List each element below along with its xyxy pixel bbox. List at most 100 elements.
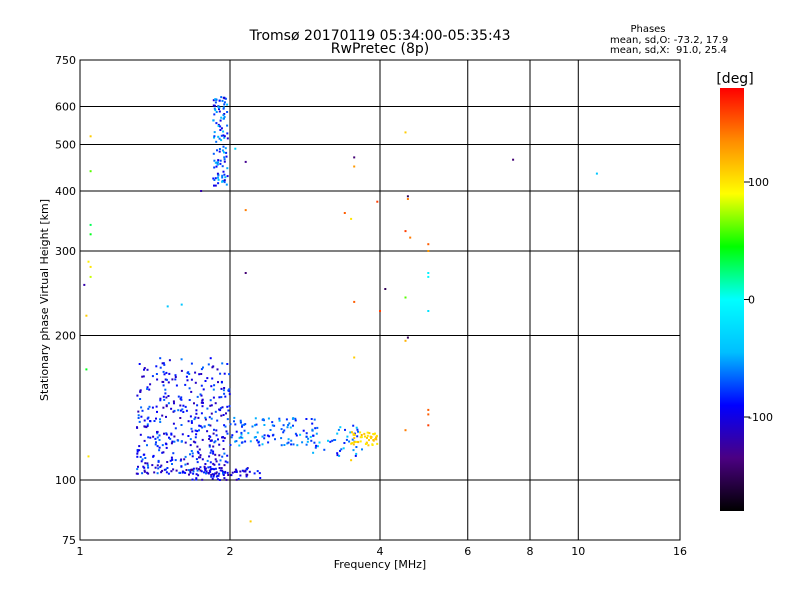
data-point bbox=[290, 443, 293, 446]
data-point bbox=[512, 158, 515, 161]
data-point bbox=[215, 471, 218, 474]
data-point bbox=[331, 439, 334, 442]
data-point bbox=[220, 467, 223, 470]
data-point bbox=[353, 432, 356, 435]
data-point bbox=[353, 165, 356, 168]
data-point bbox=[154, 466, 157, 469]
data-point bbox=[221, 176, 224, 179]
data-point bbox=[155, 417, 157, 420]
data-point bbox=[223, 135, 226, 138]
data-point bbox=[182, 471, 185, 474]
data-point bbox=[163, 432, 165, 435]
data-point bbox=[230, 436, 233, 439]
data-point bbox=[169, 459, 172, 462]
data-point bbox=[212, 152, 215, 155]
data-point bbox=[165, 396, 168, 399]
data-point bbox=[213, 113, 216, 116]
data-point bbox=[271, 434, 274, 437]
data-point bbox=[143, 439, 146, 442]
data-point bbox=[183, 458, 186, 461]
data-point bbox=[206, 407, 209, 410]
data-point bbox=[157, 460, 160, 463]
data-point bbox=[292, 424, 294, 427]
data-point bbox=[167, 402, 170, 405]
data-point bbox=[427, 310, 430, 312]
data-point bbox=[156, 410, 158, 413]
data-point bbox=[221, 455, 224, 458]
data-point bbox=[351, 438, 354, 441]
data-point bbox=[143, 367, 146, 370]
data-point bbox=[219, 469, 222, 472]
data-point bbox=[155, 441, 157, 444]
data-point bbox=[195, 458, 198, 461]
data-point bbox=[371, 443, 374, 446]
data-point bbox=[217, 123, 220, 126]
data-point bbox=[227, 389, 230, 392]
data-point bbox=[214, 440, 217, 443]
data-point bbox=[241, 424, 244, 427]
data-point bbox=[374, 438, 377, 440]
data-point bbox=[213, 473, 215, 476]
data-point bbox=[216, 419, 219, 422]
data-point bbox=[340, 448, 343, 451]
x-tick-label: 1 bbox=[77, 545, 84, 558]
y-tick-label: 400 bbox=[55, 185, 76, 198]
data-point bbox=[162, 395, 165, 398]
data-point bbox=[221, 165, 224, 168]
data-point bbox=[214, 177, 217, 180]
data-point bbox=[310, 439, 313, 442]
data-point bbox=[196, 395, 199, 398]
phases-x-stats: mean, sd,X: 91.0, 25.4 bbox=[610, 45, 727, 56]
data-point bbox=[212, 462, 215, 465]
data-point bbox=[223, 452, 226, 455]
data-point bbox=[219, 407, 222, 410]
data-point bbox=[222, 389, 225, 392]
data-point bbox=[181, 433, 184, 436]
data-point bbox=[223, 136, 226, 139]
data-point bbox=[245, 475, 248, 478]
data-point bbox=[255, 423, 258, 426]
data-point bbox=[198, 373, 201, 376]
data-point bbox=[244, 160, 247, 163]
data-point bbox=[195, 409, 198, 412]
data-point bbox=[158, 449, 161, 452]
data-point bbox=[234, 423, 237, 426]
data-point bbox=[208, 469, 211, 472]
data-point bbox=[172, 468, 175, 471]
data-point bbox=[301, 441, 304, 444]
data-point bbox=[165, 415, 167, 418]
data-point bbox=[295, 434, 298, 437]
data-point bbox=[188, 373, 191, 375]
data-point bbox=[215, 111, 218, 113]
data-point bbox=[160, 464, 163, 467]
data-point bbox=[226, 461, 229, 464]
data-point bbox=[184, 405, 187, 408]
data-point bbox=[366, 436, 368, 439]
data-point bbox=[89, 275, 92, 278]
data-point bbox=[190, 390, 193, 393]
chart-title: Tromsø 20170119 05:34:00-05:35:43 bbox=[249, 28, 511, 44]
data-point bbox=[294, 432, 297, 435]
data-point bbox=[143, 419, 146, 422]
data-point bbox=[146, 464, 149, 467]
data-point bbox=[360, 436, 363, 439]
data-point bbox=[224, 460, 227, 463]
data-point bbox=[184, 471, 187, 474]
data-point bbox=[209, 399, 212, 402]
colorbar-tick-label: -100 bbox=[748, 411, 773, 424]
x-tick-label: 6 bbox=[464, 545, 471, 558]
data-point bbox=[329, 440, 332, 443]
data-point bbox=[218, 454, 221, 457]
data-point bbox=[148, 388, 151, 391]
data-point bbox=[208, 416, 211, 419]
data-point bbox=[217, 178, 220, 181]
data-point bbox=[305, 432, 308, 435]
data-point bbox=[185, 469, 188, 471]
data-point bbox=[190, 362, 193, 365]
data-point bbox=[211, 377, 214, 380]
data-point bbox=[355, 440, 357, 443]
data-point bbox=[404, 339, 407, 342]
data-point bbox=[336, 432, 339, 435]
data-point bbox=[223, 158, 226, 161]
data-point bbox=[188, 469, 190, 472]
